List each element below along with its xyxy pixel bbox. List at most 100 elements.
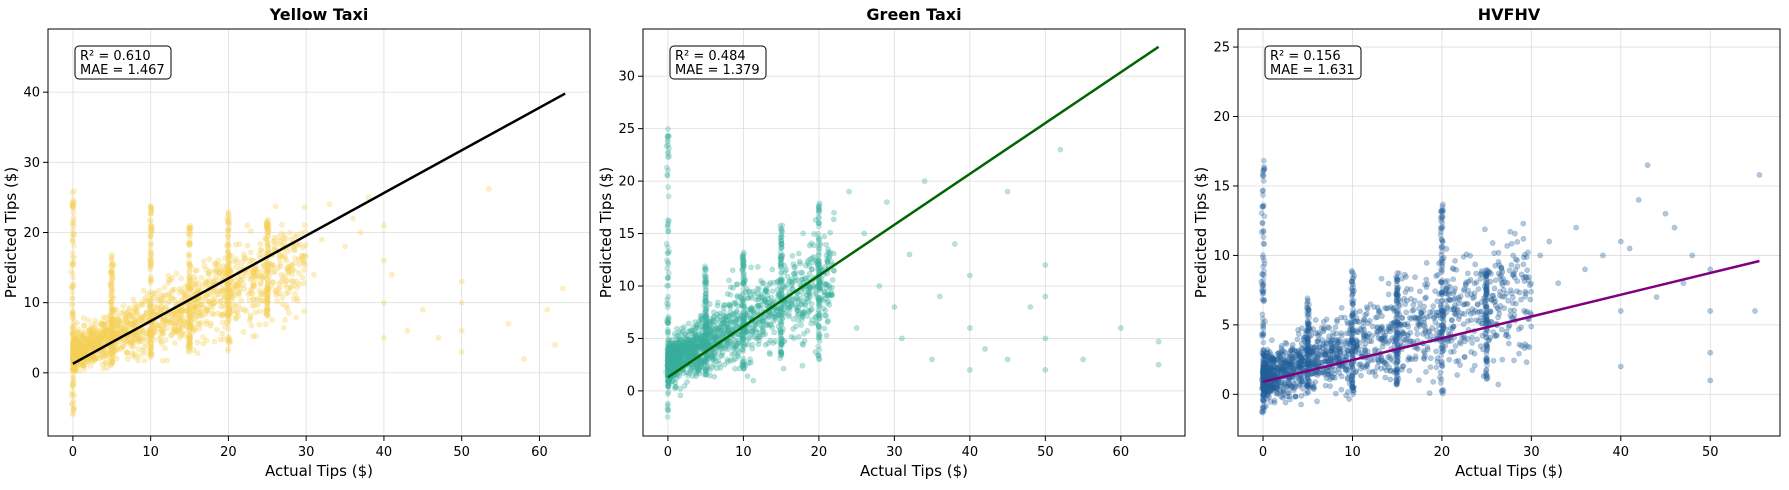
chart-0-point-51 <box>131 305 138 312</box>
chart-0-point-1246 <box>156 287 162 294</box>
chart-0-point-1050 <box>198 274 205 281</box>
chart-1-point-1969 <box>1027 304 1034 310</box>
chart-0-title: Yellow Taxi <box>269 5 369 24</box>
chart-0-point-2055 <box>458 348 465 355</box>
chart-0-point-702 <box>204 298 211 305</box>
chart-0-point-550 <box>132 322 139 329</box>
chart-0-point-2056 <box>458 327 465 334</box>
chart-1-point-599 <box>744 373 751 379</box>
chart-0-point-660 <box>235 279 242 286</box>
chart-1-point-609 <box>830 216 837 223</box>
chart-1-point-1284 <box>801 310 807 317</box>
chart-0-point-1097 <box>271 243 278 250</box>
chart-1-point-1743 <box>741 274 748 281</box>
chart-1-point-1457 <box>709 352 716 359</box>
chart-0-point-1318 <box>250 281 256 288</box>
chart-1-point-1937 <box>815 259 822 266</box>
chart-0-point-1019 <box>256 296 263 303</box>
chart-1-point-1676 <box>703 326 709 333</box>
chart-0-point-174 <box>171 327 178 334</box>
chart-0-point-930 <box>183 308 190 315</box>
chart-0-point-136 <box>96 355 103 362</box>
chart-1-point-1850 <box>778 256 784 263</box>
chart-0-point-627 <box>110 332 117 339</box>
chart-0-point-676 <box>108 326 114 333</box>
chart-0-point-487 <box>116 319 122 326</box>
chart-0-point-697 <box>128 338 134 345</box>
chart-0-point-480 <box>127 339 134 346</box>
chart-2-point-181 <box>1416 377 1422 383</box>
chart-0-point-606 <box>179 307 186 314</box>
chart-0-point-414 <box>70 347 77 353</box>
chart-1-point-1584 <box>665 270 672 276</box>
chart-0-point-1357 <box>277 237 284 244</box>
chart-0-point-117 <box>71 336 78 343</box>
chart-2-point-251 <box>1403 309 1410 316</box>
chart-0-point-52 <box>104 364 111 371</box>
chart-0-point-770 <box>166 277 172 284</box>
chart-0-point-1014 <box>70 342 76 349</box>
chart-0-point-856 <box>109 332 116 339</box>
chart-0-point-779 <box>76 345 83 352</box>
chart-0-point-1852 <box>186 326 193 332</box>
chart-0-point-1089 <box>70 343 77 349</box>
chart-0-point-334 <box>151 325 157 332</box>
chart-0-point-720 <box>101 329 107 336</box>
chart-2-point-356 <box>1298 401 1304 408</box>
chart-2-point-85 <box>1460 321 1467 328</box>
chart-1-point-700 <box>786 311 792 318</box>
chart-1-ylabel: Predicted Tips ($) <box>597 167 615 298</box>
chart-0-point-1101 <box>249 302 256 309</box>
chart-0-point-607 <box>129 339 136 346</box>
chart-1-point-1678 <box>702 293 709 300</box>
chart-0-point-421 <box>250 296 257 302</box>
chart-0-point-911 <box>122 326 129 333</box>
chart-0-point-753 <box>224 242 230 249</box>
chart-0-point-1029 <box>78 332 84 339</box>
chart-0-point-248 <box>71 345 78 352</box>
chart-0-xtick-label-1: 10 <box>142 445 159 460</box>
chart-0-point-815 <box>191 304 198 311</box>
chart-0-point-345 <box>246 297 253 304</box>
chart-0-point-512 <box>76 348 83 355</box>
chart-0-point-638 <box>257 279 264 286</box>
chart-0-point-710 <box>162 304 169 311</box>
chart-0-point-561 <box>180 318 187 324</box>
chart-0-point-1134 <box>197 311 204 318</box>
chart-0-point-663 <box>162 345 168 352</box>
chart-1-point-752 <box>823 332 830 339</box>
chart-0-point-459 <box>114 345 121 352</box>
chart-0-point-778 <box>75 345 81 351</box>
chart-0-point-592 <box>72 338 78 345</box>
chart-1-point-1951 <box>846 188 852 195</box>
chart-1-point-1977 <box>1155 361 1162 368</box>
chart-0-point-19 <box>280 235 287 242</box>
chart-0-point-783 <box>101 320 107 327</box>
chart-2-point-39 <box>1378 275 1385 282</box>
chart-0-point-395 <box>178 275 184 282</box>
chart-0-point-851 <box>92 355 99 362</box>
chart-0-point-100 <box>291 282 298 288</box>
chart-0-xtick-label-0: 0 <box>69 445 77 460</box>
chart-1-point-1967 <box>1004 188 1011 195</box>
chart-0-point-1181 <box>205 307 211 314</box>
chart-0-point-1136 <box>276 284 283 291</box>
chart-0-point-845 <box>169 311 176 318</box>
chart-1-point-1404 <box>821 325 828 332</box>
chart-0-point-504 <box>122 315 128 322</box>
chart-2-point-787 <box>1292 393 1299 400</box>
chart-0-point-515 <box>75 352 81 359</box>
chart-0-point-802 <box>129 352 136 359</box>
chart-0-point-1467 <box>124 355 131 362</box>
chart-0-point-826 <box>263 310 269 317</box>
chart-0-point-36 <box>98 338 105 345</box>
chart-0-point-123 <box>94 336 100 342</box>
chart-1-point-1576 <box>665 274 672 281</box>
chart-0-point-422 <box>117 346 123 353</box>
chart-0-point-1575 <box>70 203 77 210</box>
chart-0-point-152 <box>262 235 268 242</box>
chart-0-point-71 <box>115 317 122 323</box>
chart-0-point-1412 <box>177 317 184 324</box>
chart-0-point-775 <box>220 285 226 292</box>
